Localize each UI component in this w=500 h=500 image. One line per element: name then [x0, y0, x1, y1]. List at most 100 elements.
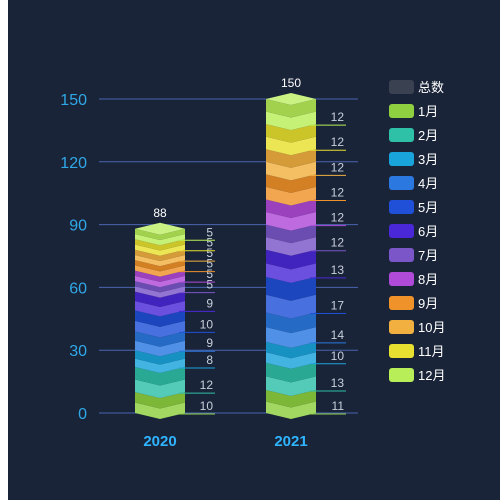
- bar-segment: [135, 254, 185, 267]
- bar-segment: [135, 270, 185, 282]
- bar-total-label: 150: [281, 76, 301, 90]
- legend-label: 9月: [418, 296, 438, 311]
- y-tick-label: 0: [78, 406, 87, 423]
- legend-swatch: [389, 200, 414, 214]
- legend-swatch: [389, 272, 414, 286]
- bar-segment: [266, 401, 316, 419]
- segment-value-label: 12: [331, 110, 345, 124]
- bar-segment: [266, 389, 316, 408]
- segment-value-label: 5: [206, 278, 213, 292]
- legend-label: 6月: [418, 224, 438, 239]
- bar-segment: [135, 244, 185, 256]
- bar-total-label: 88: [153, 206, 167, 220]
- segment-value-label: 9: [206, 336, 213, 350]
- segment-value-label: 12: [331, 135, 345, 149]
- bar-segment: [266, 249, 316, 270]
- y-tick-label: 120: [60, 155, 87, 172]
- y-tick-label: 150: [60, 92, 87, 109]
- bar-segment: [135, 320, 185, 338]
- segment-value-label: 12: [200, 378, 214, 392]
- bar-segment: [266, 237, 316, 256]
- legend-label: 12月: [418, 368, 445, 383]
- legend-label: 8月: [418, 272, 438, 287]
- segment-value-label: 5: [206, 225, 213, 239]
- legend-label: 4月: [418, 176, 438, 191]
- bar-segment: [135, 281, 185, 293]
- bar-segment: [135, 234, 185, 246]
- chart-canvas: 0 30 60 90 120 150 10 12 8 9 10 9 5 5 5 5 5 5 88 2020 11 13 10…: [8, 0, 500, 500]
- segment-value-label: 8: [206, 353, 213, 367]
- legend-swatch: [389, 344, 414, 358]
- segment-value-label: 5: [206, 236, 213, 250]
- segment-value-label: 10: [200, 399, 214, 413]
- x-tick-label: 2020: [143, 433, 176, 450]
- bar-segment: [135, 340, 185, 357]
- bar-segment: [135, 392, 185, 409]
- segment-value-label: 11: [332, 399, 345, 413]
- segment-value-label: 5: [206, 267, 213, 281]
- segment-value-label: 10: [200, 317, 214, 331]
- legend-swatch: [389, 368, 414, 382]
- bar-segment: [135, 275, 185, 288]
- legend-swatch: [389, 80, 414, 94]
- segment-value-label: 10: [331, 349, 345, 363]
- bar-segment: [135, 301, 185, 317]
- legend-label: 1月: [418, 104, 438, 119]
- segment-value-label: 12: [331, 160, 345, 174]
- legend-label: 7月: [418, 248, 438, 263]
- bar-segment: [266, 111, 316, 131]
- bar-top-cap: [266, 93, 316, 105]
- bar-segment: [135, 331, 185, 347]
- bar-segment: [266, 376, 316, 396]
- bar-segment: [266, 199, 316, 219]
- bar-segment: [135, 265, 185, 277]
- legend-label: 3月: [418, 152, 438, 167]
- y-tick-label: 30: [69, 343, 87, 360]
- segment-value-label: 12: [331, 211, 345, 225]
- bar-segment: [135, 350, 185, 365]
- segment-value-label: 9: [206, 296, 213, 310]
- bar-segment: [266, 362, 316, 383]
- bar-segment: [135, 291, 185, 308]
- segment-value-label: 13: [331, 376, 345, 390]
- bar-top-cap: [135, 222, 185, 235]
- bar-segment: [135, 260, 185, 272]
- x-tick-label: 2021: [274, 433, 307, 450]
- bar-segment: [135, 402, 185, 419]
- bar-segment: [266, 136, 316, 156]
- bar-segment: [266, 341, 316, 359]
- bar-segment: [266, 212, 316, 231]
- bar-segment: [266, 294, 316, 319]
- segment-value-label: 12: [331, 185, 345, 199]
- stacked-bar-chart: 0306090120150101289109555555882020111310…: [60, 76, 445, 450]
- legend-label: 11月: [418, 344, 445, 359]
- legend-swatch: [389, 104, 414, 118]
- legend-label: 2月: [418, 128, 438, 143]
- bar-segment: [135, 379, 185, 399]
- bar-segment: [135, 366, 185, 386]
- bar-segment: [266, 312, 316, 334]
- bar-segment: [135, 286, 185, 298]
- y-tick-label: 60: [69, 280, 87, 297]
- legend-swatch: [389, 296, 414, 310]
- bar-segment: [135, 358, 185, 373]
- bar-segment: [266, 161, 316, 181]
- legend-swatch: [389, 152, 414, 166]
- bar-segment: [135, 249, 185, 261]
- bar-segment: [135, 228, 185, 241]
- bar-segment: [135, 310, 185, 327]
- legend: 总数 1月 2月 3月 4月 5月 6月 7月 8月 9月 10月 11月 12月: [389, 80, 445, 383]
- legend-swatch: [389, 248, 414, 262]
- legend-swatch: [389, 176, 414, 190]
- segment-value-label: 12: [331, 236, 345, 250]
- bar-segment: [266, 276, 316, 301]
- segment-value-label: 14: [331, 328, 345, 342]
- legend-swatch: [389, 128, 414, 142]
- legend-label: 总数: [418, 80, 444, 95]
- bar-segment: [266, 352, 316, 369]
- bar-segment: [266, 174, 316, 193]
- bar-segment: [266, 149, 316, 168]
- segment-value-label: 17: [331, 299, 345, 313]
- bar-segment: [266, 224, 316, 244]
- y-tick-label: 90: [69, 218, 87, 235]
